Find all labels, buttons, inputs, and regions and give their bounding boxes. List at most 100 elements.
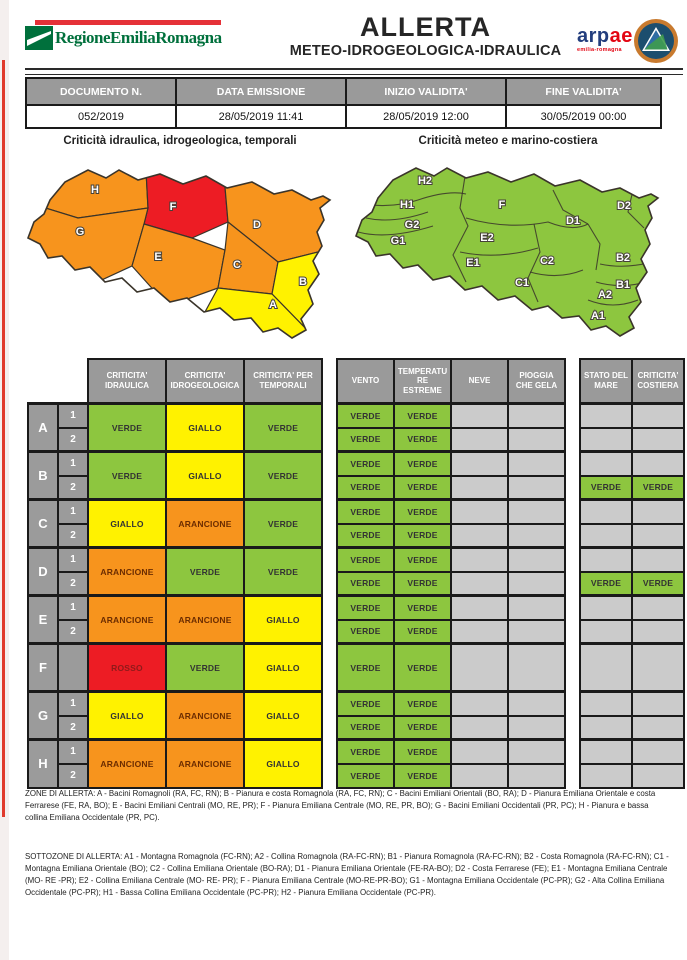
map-zone-e (131, 223, 226, 307)
alert-cell: VERDE (393, 570, 452, 597)
alert-cell: VERDE (336, 426, 395, 453)
alert-cell (450, 450, 509, 477)
map-label-b: B (299, 276, 307, 288)
subrow-label: 2 (57, 522, 89, 549)
regione-emilia-romagna-logo: RegioneEmiliaRomagna (25, 20, 222, 50)
alert-cell (507, 714, 566, 741)
subrow-label: 1 (57, 450, 89, 477)
alert-cell (579, 594, 633, 621)
subrow-label: 2 (57, 570, 89, 597)
subrow-label: 2 (57, 426, 89, 453)
alert-cell (631, 642, 685, 693)
alert-cell (507, 450, 566, 477)
alert-cell: VERDE (631, 474, 685, 501)
alert-cell (507, 618, 566, 645)
alert-cell: VERDE (393, 642, 452, 693)
col-header-neve: NEVE (450, 358, 509, 405)
alert-cell: VERDE (393, 690, 452, 717)
meteo-table: VENTO TEMPERATURE ESTREME NEVE PIOGGIA C… (336, 358, 566, 789)
subrow-label: 1 (57, 546, 89, 573)
alert-cell: VERDE (336, 594, 395, 621)
alert-cell (579, 450, 633, 477)
alert-cell (507, 738, 566, 765)
alert-cell (631, 762, 685, 789)
alert-cell (631, 498, 685, 525)
alert-cell (507, 642, 566, 693)
alert-cell: VERDE (243, 402, 323, 453)
alert-cell (507, 594, 566, 621)
alert-cell: GIALLO (165, 450, 245, 501)
arpae-text-blue: arp (577, 25, 610, 47)
map-label-b2: B2 (616, 252, 630, 264)
zone-letter: D (27, 546, 59, 597)
col-header-costiera: CRITICITA' COSTIERA (631, 358, 685, 405)
alert-cell (631, 594, 685, 621)
alert-cell: VERDE (243, 498, 323, 549)
alert-cell: VERDE (336, 570, 395, 597)
subrow-label: 1 (57, 402, 89, 429)
sottozone-legend-text: SOTTOZONE DI ALLERTA: A1 - Montagna Roma… (25, 852, 669, 897)
title-line-1: ALLERTA (360, 12, 491, 42)
alert-cell: GIALLO (243, 690, 323, 741)
alert-cell (631, 546, 685, 573)
alert-cell: VERDE (631, 570, 685, 597)
col-header-vento: VENTO (336, 358, 395, 405)
alert-cell (631, 618, 685, 645)
doc-header-inizio: INIZIO VALIDITA' (345, 77, 507, 106)
alert-cell (631, 450, 685, 477)
map-label-d1: D1 (566, 215, 580, 227)
alert-cell (579, 498, 633, 525)
alert-cell: ROSSO (87, 642, 167, 693)
alert-cell: GIALLO (87, 498, 167, 549)
doc-value-inizio: 28/05/2019 12:00 (345, 104, 507, 129)
alert-cell (450, 738, 509, 765)
zone-letter: H (27, 738, 59, 789)
map-label-a2: A2 (598, 289, 612, 301)
map-label-a: A (269, 299, 277, 311)
alert-cell (579, 690, 633, 717)
alert-cell: ARANCIONE (165, 498, 245, 549)
subrow-label: 1 (57, 738, 89, 765)
regione-logo-mark (25, 26, 53, 50)
alert-cell (507, 498, 566, 525)
alert-cell: GIALLO (87, 690, 167, 741)
alert-cell (631, 402, 685, 429)
alert-cell: GIALLO (243, 738, 323, 789)
subrow-label: 2 (57, 474, 89, 501)
alert-cell: VERDE (393, 546, 452, 573)
map-label-f: F (170, 201, 177, 213)
subrow-label: 1 (57, 498, 89, 525)
subrow-label: 2 (57, 762, 89, 789)
map-region-green (356, 168, 658, 336)
map-label-h: H (91, 184, 99, 196)
left-edge-red-line (2, 60, 5, 817)
alert-cell (579, 522, 633, 549)
alert-levels-table: CRITICITA' IDRAULICA CRITICITA' IDROGEOL… (27, 358, 685, 789)
alert-cell (450, 594, 509, 621)
title-line-2: METEO-IDROGEOLOGICA-IDRAULICA (289, 42, 562, 59)
arpae-logo: arpae emilia-romagna (577, 26, 633, 54)
alert-cell (450, 690, 509, 717)
alert-cell: VERDE (393, 426, 452, 453)
alert-cell: ARANCIONE (87, 546, 167, 597)
map-criticita-meteo: H2 H1 G2 G1 F D2 D1 E2 E1 C2 C1 B2 B1 A2… (354, 167, 660, 337)
alert-cell: GIALLO (243, 642, 323, 693)
alert-cell: VERDE (393, 594, 452, 621)
alert-cell: ARANCIONE (87, 738, 167, 789)
subrow-label: 2 (57, 618, 89, 645)
alert-cell: VERDE (393, 714, 452, 741)
header-divider-rule (25, 68, 683, 75)
alert-cell: VERDE (336, 546, 395, 573)
alert-cell: VERDE (336, 474, 395, 501)
right-map-title: Criticità meteo e marino-costiera (418, 135, 598, 147)
alert-cell (450, 618, 509, 645)
doc-header-emissione: DATA EMISSIONE (175, 77, 347, 106)
zone-letter: C (27, 498, 59, 549)
alert-cell (507, 546, 566, 573)
col-header-pioggia: PIOGGIA CHE GELA (507, 358, 566, 405)
alert-cell (507, 474, 566, 501)
alert-cell: VERDE (336, 618, 395, 645)
map-label-f: F (499, 199, 506, 211)
map-label-e1: E1 (466, 257, 479, 269)
map-label-h2: H2 (418, 175, 432, 187)
